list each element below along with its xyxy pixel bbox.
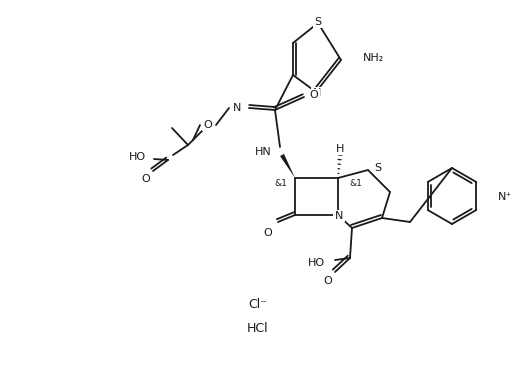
Text: Cl⁻: Cl⁻ bbox=[249, 298, 267, 310]
Text: O: O bbox=[310, 90, 318, 100]
Text: HCl: HCl bbox=[247, 321, 269, 335]
Polygon shape bbox=[280, 154, 295, 178]
Text: S: S bbox=[374, 163, 382, 173]
Text: &1: &1 bbox=[275, 179, 287, 187]
Text: H: H bbox=[336, 144, 344, 154]
Text: N⁺: N⁺ bbox=[498, 192, 512, 202]
Text: HN: HN bbox=[255, 147, 272, 157]
Text: N: N bbox=[313, 88, 321, 98]
Text: N: N bbox=[233, 103, 241, 113]
Text: O: O bbox=[264, 228, 272, 238]
Text: NH₂: NH₂ bbox=[363, 53, 384, 63]
Text: &1: &1 bbox=[349, 179, 362, 187]
Text: HO: HO bbox=[129, 152, 146, 162]
Text: O: O bbox=[204, 120, 212, 130]
Text: S: S bbox=[314, 17, 322, 27]
Text: N: N bbox=[335, 211, 343, 221]
Text: O: O bbox=[142, 174, 150, 184]
Text: HO: HO bbox=[308, 258, 325, 268]
Text: O: O bbox=[324, 276, 332, 286]
